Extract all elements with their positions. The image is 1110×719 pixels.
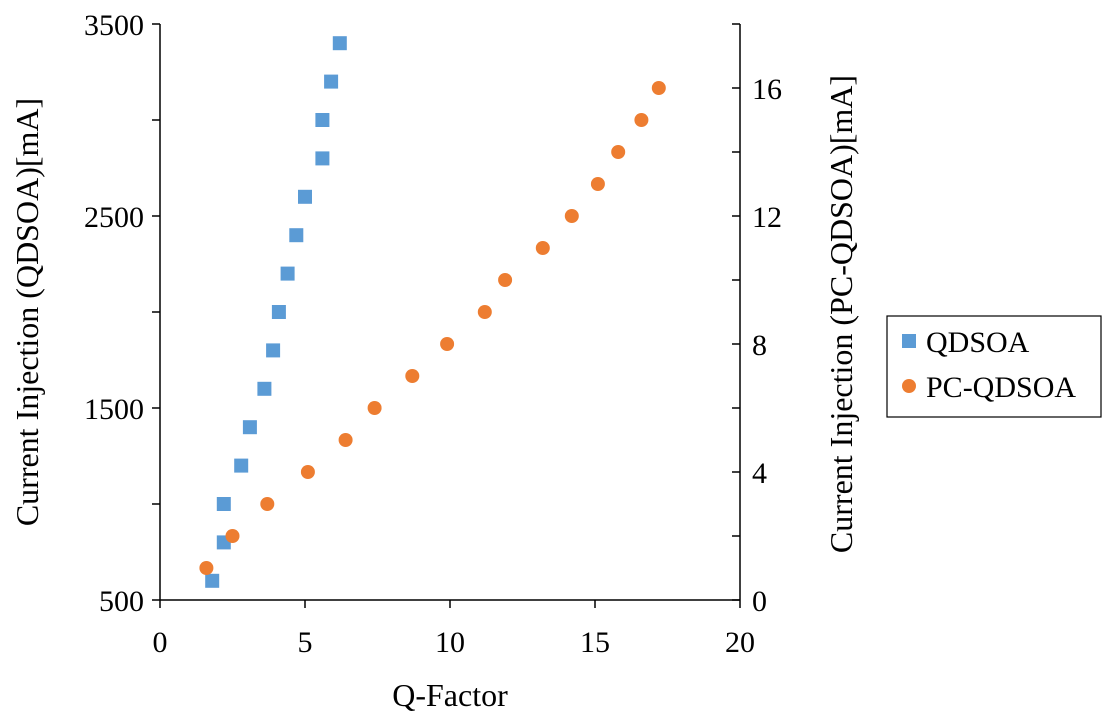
legend-label-pc-qdsoa: PC-QDSOA: [926, 371, 1076, 404]
data-point-pc-qdsoa: [477, 305, 492, 319]
x-tick-label: 20: [725, 626, 755, 659]
data-point-pc-qdsoa: [405, 369, 420, 383]
x-axis-title: Q-Factor: [392, 677, 508, 713]
series-pc-qdsoa: [199, 81, 666, 575]
series-qdsoa: [205, 36, 347, 588]
y-left-tick-label: 500: [99, 585, 144, 618]
data-point-pc-qdsoa: [367, 401, 382, 415]
data-point-qdsoa: [266, 343, 281, 358]
legend-marker-pc-qdsoa: [902, 379, 916, 393]
y-right-ticks: 0 4 8 12 16: [732, 23, 782, 618]
data-point-qdsoa: [280, 266, 295, 281]
y-right-tick-label: 8: [752, 329, 767, 362]
data-point-pc-qdsoa: [634, 113, 649, 127]
data-point-qdsoa: [315, 113, 330, 127]
y-left-tick-label: 2500: [84, 201, 144, 234]
data-point-qdsoa: [298, 189, 312, 204]
legend-label-qdsoa: QDSOA: [926, 326, 1030, 359]
data-point-pc-qdsoa: [651, 81, 666, 95]
y-left-ticks: 500 1500 2500 3500: [84, 9, 160, 618]
y-left-axis-title: Current Injection (QDSOA)[mA]: [9, 98, 45, 526]
plot-area: [159, 24, 741, 601]
legend-box: [886, 315, 1102, 418]
x-tick-label: 10: [435, 626, 465, 659]
data-point-qdsoa: [324, 74, 339, 89]
data-point-pc-qdsoa: [225, 529, 240, 543]
data-point-pc-qdsoa: [611, 145, 626, 159]
data-point-qdsoa: [216, 497, 231, 511]
data-point-pc-qdsoa: [498, 273, 513, 287]
data-point-qdsoa: [242, 420, 257, 435]
x-tick-label: 5: [298, 626, 313, 659]
data-point-pc-qdsoa: [338, 433, 353, 447]
y-left-tick-label: 3500: [84, 9, 144, 42]
y-left-tick-label: 1500: [84, 393, 144, 426]
y-right-tick-label: 0: [752, 585, 767, 618]
data-point-pc-qdsoa: [260, 497, 275, 511]
y-right-tick-label: 12: [752, 201, 782, 234]
x-tick-label: 0: [153, 626, 168, 659]
data-point-qdsoa: [289, 228, 304, 243]
data-point-pc-qdsoa: [440, 337, 455, 351]
data-point-pc-qdsoa: [590, 177, 605, 191]
data-point-qdsoa: [271, 305, 286, 319]
y-right-tick-label: 4: [752, 457, 767, 490]
y-right-axis-title: Current Injection (PC-QDSOA)[mA]: [823, 75, 859, 553]
series-layer: [199, 36, 666, 588]
y-right-tick-label: 16: [752, 73, 782, 106]
x-ticks: 0 5 10 15 20: [153, 600, 755, 659]
legend-marker-qdsoa: [902, 334, 916, 348]
data-point-qdsoa: [234, 458, 249, 473]
x-tick-label: 15: [580, 626, 610, 659]
data-point-pc-qdsoa: [199, 561, 214, 575]
data-point-qdsoa: [257, 381, 272, 396]
data-point-pc-qdsoa: [564, 209, 579, 223]
data-point-pc-qdsoa: [535, 241, 550, 255]
data-point-pc-qdsoa: [300, 465, 315, 479]
legend: QDSOA PC-QDSOA: [886, 315, 1102, 418]
data-point-qdsoa: [332, 36, 347, 51]
data-point-qdsoa: [205, 573, 220, 588]
data-point-qdsoa: [315, 151, 330, 166]
